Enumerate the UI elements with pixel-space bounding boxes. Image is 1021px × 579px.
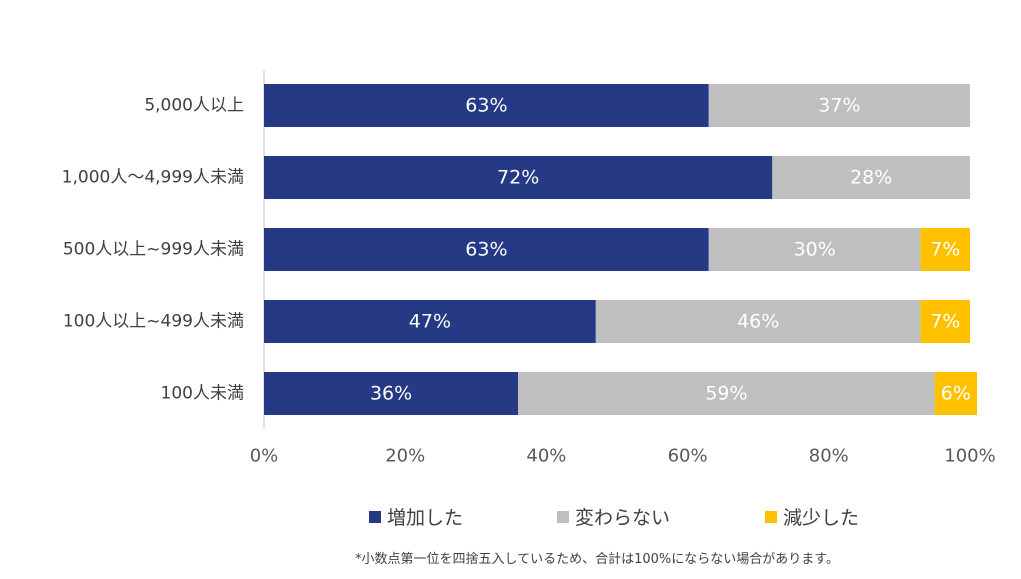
legend-item-unchanged: 変わらない: [557, 503, 670, 530]
bar-segment-decrease: [920, 228, 970, 271]
legend: 増加した 変わらない 減少した: [0, 503, 1021, 530]
x-tick-label: 80%: [809, 446, 849, 467]
bar-segment-unchanged: [518, 372, 935, 415]
data-label-decrease: 7%: [930, 239, 960, 261]
data-label-unchanged: 46%: [737, 311, 779, 333]
data-label-unchanged: 59%: [705, 383, 747, 405]
legend-swatch-increase: [369, 510, 381, 523]
x-tick-label: 20%: [385, 446, 425, 467]
x-tick-label: 40%: [526, 446, 566, 467]
category-label: 100人以上~499人未満: [63, 312, 244, 332]
x-tick-label: 0%: [250, 446, 279, 467]
legend-label-increase: 増加した: [387, 507, 464, 529]
x-tick-label: 100%: [944, 446, 995, 467]
footnote: *小数点第一位を四捨五入しているため、合計は100%にならない場合があります。: [355, 552, 839, 567]
x-tick-labels: 0% 20% 40% 60% 80% 100%: [250, 446, 996, 467]
legend-swatch-decrease: [765, 510, 777, 523]
bar-segment-unchanged: [708, 228, 921, 271]
data-label-unchanged: 30%: [794, 239, 836, 261]
category-label: 100人未満: [161, 384, 244, 404]
bar-segment-increase: [264, 372, 519, 415]
data-label-unchanged: 28%: [850, 167, 892, 189]
legend-swatch-unchanged: [557, 510, 569, 523]
data-label-decrease: 7%: [930, 311, 960, 333]
legend-label-decrease: 減少した: [783, 507, 860, 529]
x-tick-label: 60%: [668, 446, 708, 467]
bar-segment-increase: [264, 84, 709, 127]
bar-segment-unchanged: [772, 156, 970, 199]
bar-segment-unchanged: [595, 300, 921, 343]
data-label-increase: 63%: [465, 239, 507, 261]
data-label-increase: 36%: [370, 383, 412, 405]
category-labels: 5,000人以上 1,000人〜4,999人未満 500人以上~999人未満 100人…: [62, 96, 244, 404]
category-label: 1,000人〜4,999人未満: [62, 168, 244, 188]
legend-item-decrease: 減少した: [765, 503, 859, 530]
bar-segment-decrease: [920, 300, 970, 343]
data-label-increase: 47%: [409, 311, 451, 333]
legend-item-increase: 増加した: [369, 503, 463, 530]
bars-group: 63% 37% 72% 28% 63% 30% 7% 47% 46% 7% 36% 59% 6%: [264, 84, 978, 415]
bar-segment-unchanged: [708, 84, 970, 127]
bar-segment-increase: [264, 300, 596, 343]
data-label-unchanged: 37%: [818, 95, 860, 117]
category-label: 500人以上~999人未満: [63, 240, 244, 260]
category-label: 5,000人以上: [144, 96, 244, 116]
data-label-increase: 72%: [497, 167, 539, 189]
data-label-decrease: 6%: [941, 383, 971, 405]
bar-segment-decrease: [934, 372, 978, 415]
legend-label-unchanged: 変わらない: [575, 507, 671, 529]
data-label-increase: 63%: [465, 95, 507, 117]
bar-segment-increase: [264, 228, 709, 271]
bar-segment-increase: [264, 156, 773, 199]
